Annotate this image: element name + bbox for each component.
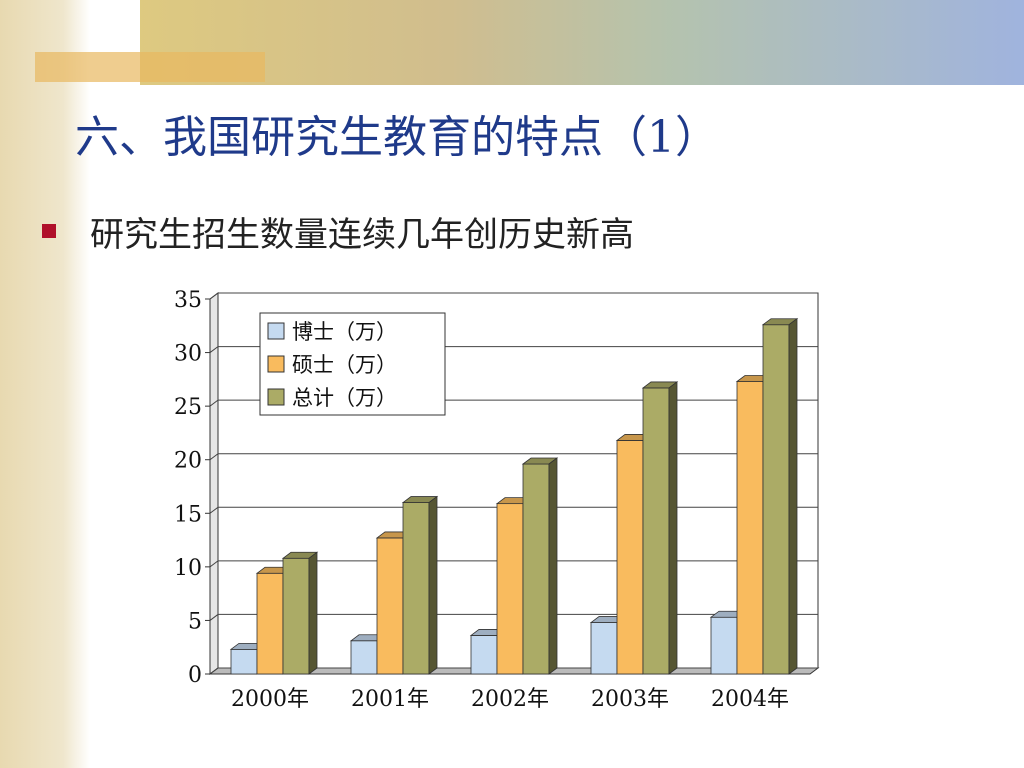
legend-label: 总计（万） xyxy=(292,386,397,410)
banner-image xyxy=(140,0,1024,85)
bar xyxy=(282,557,310,675)
bar xyxy=(590,622,618,675)
bar-side xyxy=(788,317,798,675)
legend-box xyxy=(259,312,446,416)
bar xyxy=(522,463,550,675)
x-tick-label: 2000年 xyxy=(231,687,309,712)
slide-title: 六、我国研究生教育的特点（1） xyxy=(75,112,719,163)
y-tick-label: 20 xyxy=(174,449,202,474)
bar xyxy=(402,502,430,675)
bar xyxy=(762,324,790,675)
x-tick-label: 2001年 xyxy=(351,687,429,712)
bar xyxy=(376,537,404,675)
bar xyxy=(616,440,644,675)
bar-side xyxy=(548,457,558,675)
y-tick-label: 15 xyxy=(174,502,202,527)
bullet-icon xyxy=(42,224,56,238)
bar-side xyxy=(308,551,318,675)
bar-side xyxy=(668,381,678,675)
y-tick-label: 35 xyxy=(174,288,202,313)
bar xyxy=(256,572,284,675)
legend-swatch xyxy=(267,322,285,340)
legend-swatch xyxy=(267,355,285,373)
y-tick-label: 10 xyxy=(174,556,202,581)
bar xyxy=(642,387,670,675)
grid-line xyxy=(209,346,818,353)
legend-swatch xyxy=(267,388,285,406)
x-tick-label: 2004年 xyxy=(711,687,789,712)
x-tick-label: 2002年 xyxy=(471,687,549,712)
bar xyxy=(470,635,498,675)
bar-side xyxy=(428,495,438,675)
y-tick-label: 30 xyxy=(174,342,202,367)
legend-label: 博士（万） xyxy=(292,320,397,344)
bar xyxy=(736,381,764,675)
grid-line xyxy=(209,292,818,300)
y-tick-label: 0 xyxy=(188,663,202,688)
legend-label: 硕士（万） xyxy=(292,353,397,377)
chart: 0 5 10 15 20 25 30 35 2000年 2001年 2002年 2003年 2004年 博… xyxy=(174,288,820,712)
x-tick-label: 2003年 xyxy=(591,687,669,712)
side-texture xyxy=(0,0,90,768)
bar xyxy=(350,640,378,675)
bar xyxy=(496,503,524,675)
banner-strip xyxy=(35,52,265,82)
bar xyxy=(230,648,258,675)
y-tick-label: 25 xyxy=(174,395,202,420)
bar xyxy=(710,616,738,675)
y-tick-label: 5 xyxy=(188,609,202,634)
bullet-text: 研究生招生数量连续几年创历史新高 xyxy=(90,215,634,255)
grid-line xyxy=(209,399,818,407)
